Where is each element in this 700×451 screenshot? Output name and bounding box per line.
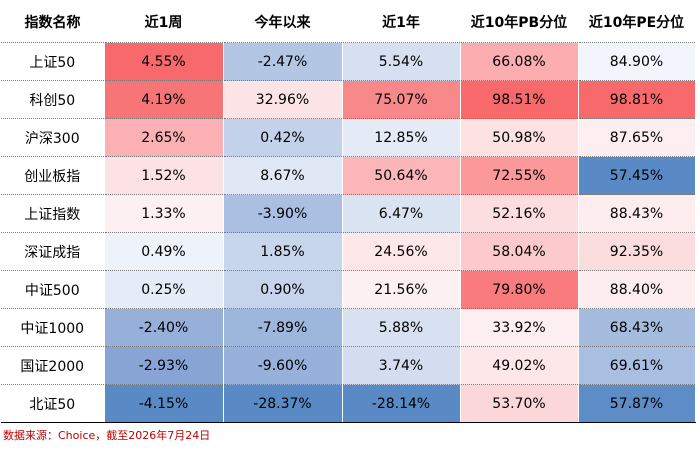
ytd-cell: 8.67% [223, 156, 343, 195]
1week-cell: 0.25% [104, 270, 224, 309]
1week-cell: -2.93% [104, 346, 224, 385]
pe-percentile-cell: 87.65% [578, 118, 696, 157]
pb-percentile-cell: 52.16% [460, 194, 579, 233]
1year-cell: 75.07% [342, 80, 461, 119]
table-body: 上证50 4.55% -2.47% 5.54% 66.08% 84.90% 科创50 4.19… [1, 42, 696, 423]
index-name-cell: 沪深300 [1, 118, 105, 157]
header-pb-percentile: 近10年PB分位 [460, 2, 578, 43]
1week-cell: 0.49% [104, 232, 224, 271]
pe-percentile-cell: 98.81% [578, 80, 696, 119]
pb-percentile-cell: 66.08% [460, 42, 579, 81]
index-name-cell: 国证2000 [1, 346, 105, 385]
header-row: 指数名称 近1周 今年以来 近1年 近10年PB分位 近10年PE分位 [1, 2, 695, 43]
header-1year: 近1年 [342, 2, 460, 43]
table-row: 创业板指 1.52% 8.67% 50.64% 72.55% 57.45% [1, 156, 696, 195]
1week-cell: 1.33% [104, 194, 224, 233]
pb-percentile-cell: 53.70% [460, 384, 579, 423]
1week-cell: 1.52% [104, 156, 224, 195]
table-row: 科创50 4.19% 32.96% 75.07% 98.51% 98.81% [1, 80, 696, 119]
table-row: 深证成指 0.49% 1.85% 24.56% 58.04% 92.35% [1, 232, 696, 271]
pb-percentile-cell: 49.02% [460, 346, 579, 385]
index-name-cell: 科创50 [1, 80, 105, 119]
header-index-name: 指数名称 [1, 2, 104, 43]
pb-percentile-cell: 50.98% [460, 118, 579, 157]
1year-cell: 3.74% [342, 346, 461, 385]
header-1week: 近1周 [104, 2, 223, 43]
pe-percentile-cell: 88.43% [578, 194, 696, 233]
pe-percentile-cell: 57.87% [578, 384, 696, 423]
header-ytd: 今年以来 [223, 2, 342, 43]
1year-cell: 50.64% [342, 156, 461, 195]
pb-percentile-cell: 72.55% [460, 156, 579, 195]
table-row: 中证1000 -2.40% -7.89% 5.88% 33.92% 68.43% [1, 308, 696, 347]
pe-percentile-cell: 69.61% [578, 346, 696, 385]
ytd-cell: 1.85% [223, 232, 343, 271]
table-row: 沪深300 2.65% 0.42% 12.85% 50.98% 87.65% [1, 118, 696, 157]
ytd-cell: -28.37% [223, 384, 343, 423]
ytd-cell: -7.89% [223, 308, 343, 347]
index-name-cell: 北证50 [1, 384, 105, 423]
index-name-cell: 上证50 [1, 42, 105, 81]
1week-cell: -4.15% [104, 384, 224, 423]
1week-cell: 4.55% [104, 42, 224, 81]
ytd-cell: -9.60% [223, 346, 343, 385]
1year-cell: 12.85% [342, 118, 461, 157]
pe-percentile-cell: 68.43% [578, 308, 696, 347]
1year-cell: 5.54% [342, 42, 461, 81]
ytd-cell: 32.96% [223, 80, 343, 119]
index-name-cell: 创业板指 [1, 156, 105, 195]
pe-percentile-cell: 92.35% [578, 232, 696, 271]
index-name-cell: 中证500 [1, 270, 105, 309]
pb-percentile-cell: 98.51% [460, 80, 579, 119]
pb-percentile-cell: 58.04% [460, 232, 579, 271]
1week-cell: 4.19% [104, 80, 224, 119]
table-row: 国证2000 -2.93% -9.60% 3.74% 49.02% 69.61% [1, 346, 696, 385]
data-source-note: 数据来源：Choice，截至2026年7月24日 [3, 429, 211, 442]
1week-cell: -2.40% [104, 308, 224, 347]
1year-cell: 6.47% [342, 194, 461, 233]
ytd-cell: -3.90% [223, 194, 343, 233]
table-row: 北证50 -4.15% -28.37% -28.14% 53.70% 57.87% [1, 384, 696, 423]
1year-cell: -28.14% [342, 384, 461, 423]
header-pe-percentile: 近10年PE分位 [578, 2, 695, 43]
1week-cell: 2.65% [104, 118, 224, 157]
table-row: 上证指数 1.33% -3.90% 6.47% 52.16% 88.43% [1, 194, 696, 233]
ytd-cell: 0.42% [223, 118, 343, 157]
pb-percentile-cell: 33.92% [460, 308, 579, 347]
table-row: 中证500 0.25% 0.90% 21.56% 79.80% 88.40% [1, 270, 696, 309]
index-name-cell: 深证成指 [1, 232, 105, 271]
pe-percentile-cell: 57.45% [578, 156, 696, 195]
1year-cell: 24.56% [342, 232, 461, 271]
ytd-cell: -2.47% [223, 42, 343, 81]
pe-percentile-cell: 84.90% [578, 42, 696, 81]
1year-cell: 5.88% [342, 308, 461, 347]
index-performance-table: 指数名称 近1周 今年以来 近1年 近10年PB分位 近10年PE分位 上证50… [1, 2, 696, 423]
index-name-cell: 中证1000 [1, 308, 105, 347]
table-row: 上证50 4.55% -2.47% 5.54% 66.08% 84.90% [1, 42, 696, 81]
1year-cell: 21.56% [342, 270, 461, 309]
index-name-cell: 上证指数 [1, 194, 105, 233]
pb-percentile-cell: 79.80% [460, 270, 579, 309]
pe-percentile-cell: 88.40% [578, 270, 696, 309]
ytd-cell: 0.90% [223, 270, 343, 309]
